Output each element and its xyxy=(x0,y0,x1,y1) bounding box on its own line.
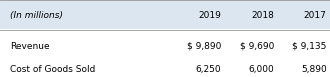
Text: Revenue: Revenue xyxy=(10,42,50,51)
Text: 6,000: 6,000 xyxy=(248,65,274,74)
Text: 2019: 2019 xyxy=(198,11,221,20)
Text: $ 9,890: $ 9,890 xyxy=(187,42,221,51)
Text: 5,890: 5,890 xyxy=(301,65,327,74)
FancyBboxPatch shape xyxy=(0,0,330,29)
Text: $ 9,135: $ 9,135 xyxy=(292,42,327,51)
Text: (In millions): (In millions) xyxy=(10,11,63,20)
Text: 2018: 2018 xyxy=(251,11,274,20)
Text: 6,250: 6,250 xyxy=(195,65,221,74)
Text: $ 9,690: $ 9,690 xyxy=(240,42,274,51)
Text: Cost of Goods Sold: Cost of Goods Sold xyxy=(10,65,95,74)
Text: 2017: 2017 xyxy=(304,11,327,20)
